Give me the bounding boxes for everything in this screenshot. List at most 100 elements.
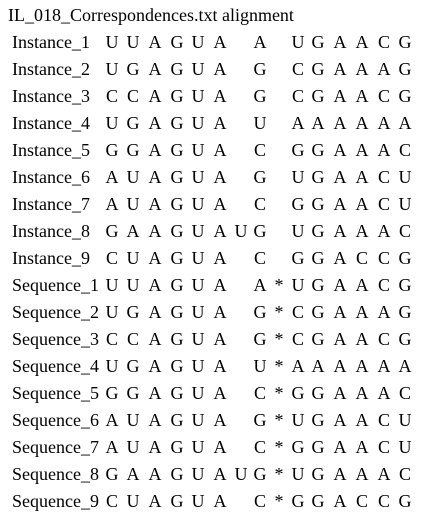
nucleotide: A (213, 32, 227, 52)
nucleotide: G (291, 248, 305, 268)
nucleotide: A (333, 32, 347, 52)
nucleotide: A (148, 302, 162, 322)
gap-marker: * (274, 491, 284, 511)
nucleotide: A (148, 194, 162, 214)
row-label: Instance_6 (12, 167, 90, 187)
nucleotide: U (105, 302, 119, 322)
nucleotide: A (213, 59, 227, 79)
nucleotide: C (377, 167, 390, 187)
nucleotide: G (105, 140, 119, 160)
nucleotide: A (148, 221, 162, 241)
nucleotide: G (311, 383, 325, 403)
nucleotide: G (398, 248, 412, 268)
alignment-row: Instance_8 G A A G U A U G U G A A A C (0, 220, 432, 247)
alignment-row: Sequence_8 G A A G U A U G * U G A A A C (0, 463, 432, 490)
gap-marker: * (274, 329, 284, 349)
nucleotide: G (311, 140, 325, 160)
nucleotide: A (377, 356, 391, 376)
nucleotide: U (191, 329, 205, 349)
nucleotide: C (291, 86, 304, 106)
nucleotide: C (105, 329, 118, 349)
nucleotide: A (291, 113, 305, 133)
nucleotide: A (333, 86, 347, 106)
nucleotide: G (398, 59, 412, 79)
nucleotide: A (333, 113, 347, 133)
nucleotide: U (191, 248, 205, 268)
nucleotide: A (355, 167, 369, 187)
nucleotide: C (253, 140, 266, 160)
nucleotide: A (213, 464, 227, 484)
row-label: Instance_9 (12, 248, 90, 268)
nucleotide: A (377, 464, 391, 484)
nucleotide: G (253, 329, 267, 349)
nucleotide: G (170, 410, 184, 430)
row-label: Sequence_6 (12, 410, 99, 430)
nucleotide: G (253, 410, 267, 430)
nucleotide: C (377, 491, 390, 511)
nucleotide: G (126, 356, 140, 376)
nucleotide: G (311, 167, 325, 187)
alignment-row: Sequence_3 C C A G U A G * C G A A C G (0, 328, 432, 355)
nucleotide: G (170, 86, 184, 106)
nucleotide: A (213, 275, 227, 295)
nucleotide: A (148, 383, 162, 403)
nucleotide: C (253, 383, 266, 403)
row-label: Instance_5 (12, 140, 90, 160)
nucleotide: G (311, 275, 325, 295)
alignment-row: Instance_2 U G A G U A G C G A A A G (0, 58, 432, 85)
nucleotide: U (191, 167, 205, 187)
nucleotide: G (398, 275, 412, 295)
nucleotide: C (377, 32, 390, 52)
nucleotide: A (213, 86, 227, 106)
nucleotide: G (291, 491, 305, 511)
nucleotide: G (311, 221, 325, 241)
nucleotide: U (191, 59, 205, 79)
nucleotide: A (148, 410, 162, 430)
nucleotide: A (253, 32, 267, 52)
row-label: Sequence_7 (12, 437, 99, 457)
nucleotide: U (253, 113, 267, 133)
nucleotide: G (105, 464, 119, 484)
nucleotide: C (291, 59, 304, 79)
nucleotide: C (105, 248, 118, 268)
nucleotide: U (191, 356, 205, 376)
alignment-row: Instance_4 U G A G U A U A A A A A A (0, 112, 432, 139)
alignment-row: Instance_1 U U A G U A A U G A A C G (0, 31, 432, 58)
nucleotide: A (355, 410, 369, 430)
nucleotide: A (355, 356, 369, 376)
nucleotide: A (355, 275, 369, 295)
nucleotide: A (333, 437, 347, 457)
nucleotide: A (311, 356, 325, 376)
nucleotide: G (398, 86, 412, 106)
nucleotide: A (333, 356, 347, 376)
nucleotide: U (234, 464, 248, 484)
nucleotide: G (311, 329, 325, 349)
nucleotide: A (148, 491, 162, 511)
gap-marker: * (274, 410, 284, 430)
nucleotide: G (253, 302, 267, 322)
row-label: Sequence_2 (12, 302, 99, 322)
nucleotide: G (311, 32, 325, 52)
nucleotide: A (213, 410, 227, 430)
nucleotide: G (170, 491, 184, 511)
nucleotide: G (170, 140, 184, 160)
nucleotide: U (126, 248, 140, 268)
gap-marker: * (274, 437, 284, 457)
row-label: Sequence_8 (12, 464, 99, 484)
alignment-row: Sequence_6 A U A G U A G * U G A A C U (0, 409, 432, 436)
nucleotide: U (291, 167, 305, 187)
nucleotide: A (377, 113, 391, 133)
nucleotide: G (170, 248, 184, 268)
nucleotide: G (398, 302, 412, 322)
nucleotide: C (126, 329, 139, 349)
gap-marker: * (274, 464, 284, 484)
nucleotide: G (253, 86, 267, 106)
nucleotide: A (213, 356, 227, 376)
nucleotide: A (355, 140, 369, 160)
nucleotide: C (253, 437, 266, 457)
nucleotide: A (126, 464, 140, 484)
nucleotide: A (213, 491, 227, 511)
row-label: Sequence_3 (12, 329, 99, 349)
nucleotide: A (377, 221, 391, 241)
nucleotide: U (126, 167, 140, 187)
